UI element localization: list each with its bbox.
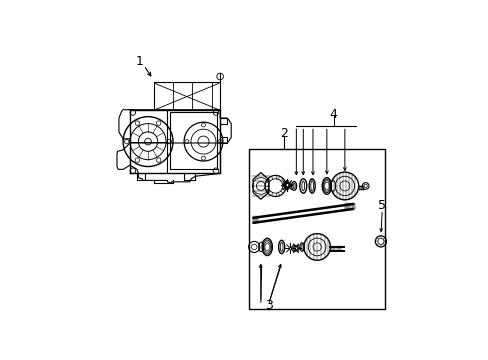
Text: 3: 3 (264, 300, 272, 312)
Circle shape (287, 182, 290, 184)
Text: 1: 1 (136, 55, 143, 68)
Circle shape (287, 186, 290, 188)
Circle shape (293, 245, 295, 247)
Text: 5: 5 (378, 199, 386, 212)
Circle shape (284, 186, 286, 188)
Bar (170, 112, 217, 169)
Circle shape (284, 182, 286, 184)
Circle shape (289, 184, 292, 186)
Circle shape (293, 249, 295, 252)
Bar (249, 149, 384, 309)
Circle shape (282, 184, 285, 186)
Text: 4: 4 (329, 108, 337, 121)
Circle shape (285, 180, 288, 183)
Circle shape (297, 247, 299, 249)
Text: 2: 2 (279, 127, 287, 140)
Circle shape (296, 245, 298, 247)
Circle shape (292, 247, 294, 249)
Circle shape (296, 249, 298, 252)
Circle shape (285, 187, 288, 190)
